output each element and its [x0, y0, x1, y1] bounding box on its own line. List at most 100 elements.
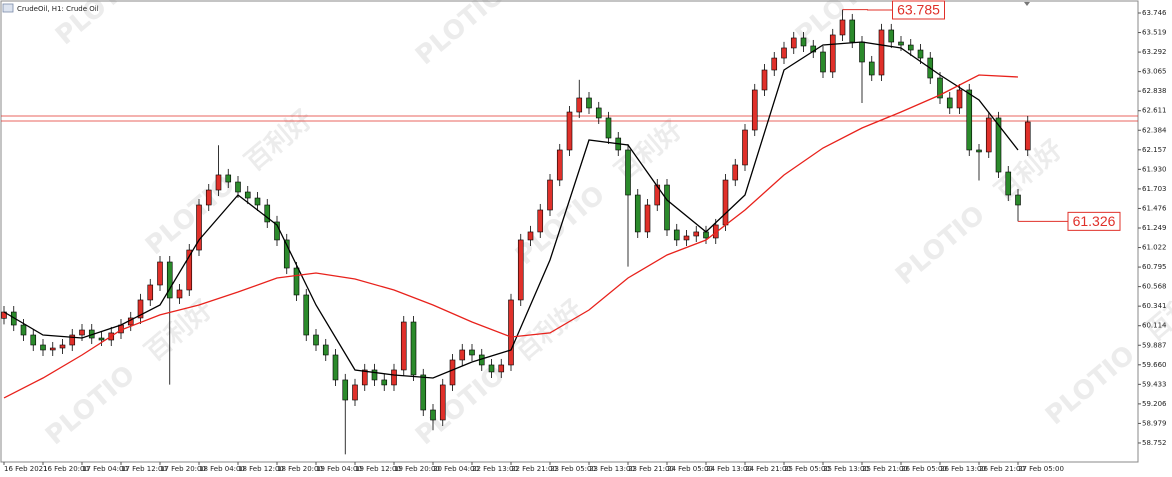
candle-body	[644, 204, 651, 233]
y-tick-label: 61.703	[1142, 185, 1167, 193]
candle-body	[751, 89, 758, 131]
x-tick-label: 27 Feb 05:00	[1018, 465, 1064, 473]
candle-body	[937, 77, 943, 99]
candle-body	[98, 337, 105, 341]
candle-body	[69, 334, 76, 346]
candle-body	[761, 69, 768, 91]
y-tick-label: 61.022	[1142, 244, 1167, 252]
candle-body	[625, 149, 631, 196]
x-tick-label: 19 Feb 12:00	[355, 465, 401, 473]
x-tick-label: 17 Feb 04:00	[82, 465, 128, 473]
candle-body	[420, 374, 427, 411]
candle-body	[703, 231, 709, 239]
candle-body	[888, 29, 895, 43]
candle-body	[1015, 194, 1021, 206]
candle-body	[30, 334, 37, 346]
y-tick-label: 61.249	[1142, 224, 1167, 232]
annotation-box	[892, 0, 945, 20]
candle-body	[40, 344, 46, 351]
candle-body	[391, 369, 397, 386]
candle-body	[157, 261, 163, 286]
watermarks: PLOTIO百利好PLOTIO百利好PLOTIO百利好PLOTIO百利好PLOT…	[40, 0, 1172, 451]
x-tick-label: 18 Feb 20:00	[277, 465, 323, 473]
candle-body	[868, 61, 875, 76]
candle-body	[966, 89, 973, 151]
x-tick-label: 26 Feb 21:00	[979, 465, 1025, 473]
candle-body	[956, 89, 963, 109]
x-tick-label: 18 Feb 12:00	[238, 465, 284, 473]
candle-body	[225, 174, 232, 183]
y-tick-label: 60.341	[1142, 302, 1167, 310]
y-tick-label: 63.065	[1142, 68, 1167, 76]
candle-body	[254, 197, 261, 206]
y-tick-label: 63.519	[1142, 29, 1167, 37]
x-tick-label: 23 Feb 05:00	[550, 465, 596, 473]
x-tick-label: 24 Feb 13:00	[706, 465, 752, 473]
candle-body	[839, 19, 846, 36]
y-tick-label: 58.979	[1142, 419, 1167, 427]
x-tick-label: 25 Feb 05:00	[784, 465, 830, 473]
moving-average	[3, 41, 1019, 379]
y-tick-label: 62.384	[1142, 126, 1167, 134]
candle-body	[566, 111, 573, 151]
candle-body	[595, 107, 602, 119]
y-tick-label: 61.930	[1142, 165, 1167, 173]
candle-body	[917, 49, 924, 59]
plot-frame	[0, 0, 1139, 463]
candle-body	[498, 364, 505, 373]
candle-body	[781, 47, 787, 59]
chart-title: CrudeOil, H1: Crude Oil	[17, 5, 99, 13]
candle-body	[235, 181, 241, 193]
candle-body	[790, 37, 797, 49]
candle-body	[176, 289, 183, 299]
candle-body	[469, 349, 475, 356]
candle-body	[576, 97, 583, 113]
candle-body	[322, 344, 329, 356]
x-tick-label: 19 Feb 04:00	[316, 465, 362, 473]
watermark-brand: PLOTIO	[890, 200, 991, 291]
y-tick-label: 63.292	[1142, 48, 1167, 56]
candle-body	[829, 34, 836, 73]
candle-body	[293, 267, 300, 296]
candle-body	[537, 209, 544, 233]
candle-body	[303, 294, 310, 336]
candle-body	[878, 29, 885, 76]
x-tick-label: 26 Feb 05:00	[901, 465, 947, 473]
y-tick-label: 59.433	[1142, 380, 1167, 388]
candle-body	[976, 149, 982, 153]
candle-body	[488, 364, 495, 373]
candle-body	[907, 44, 914, 51]
candle-body	[371, 369, 378, 381]
y-tick-label: 59.660	[1142, 361, 1167, 369]
candle-body	[20, 324, 27, 336]
candle-body	[283, 239, 290, 269]
watermark-cn: 百利好	[240, 104, 319, 177]
candle-body	[137, 299, 144, 319]
annotation-label: 63.785	[897, 2, 940, 18]
x-tick-label: 25 Feb 21:00	[862, 465, 908, 473]
y-tick-label: 59.887	[1142, 341, 1167, 349]
x-tick-label: 25 Feb 13:00	[823, 465, 869, 473]
candle-body	[381, 379, 388, 386]
candle-body	[244, 191, 251, 199]
x-tick-label: 22 Feb 21:00	[511, 465, 557, 473]
y-tick-label: 60.795	[1142, 263, 1167, 271]
candle-body	[771, 57, 778, 71]
candle-body	[664, 184, 670, 231]
candle-body	[49, 347, 56, 351]
candle-body	[400, 321, 407, 371]
candle-body	[205, 189, 212, 206]
candle-body	[722, 179, 729, 226]
x-tick-label: 20 Feb 04:00	[433, 465, 479, 473]
candle-body	[342, 379, 349, 401]
x-tick-label: 23 Feb 13:00	[589, 465, 635, 473]
x-tick-label: 22 Feb 13:00	[472, 465, 518, 473]
candle-body	[352, 384, 358, 401]
candle-body	[556, 149, 563, 181]
candle-body	[898, 41, 904, 46]
candle-body	[79, 329, 85, 336]
